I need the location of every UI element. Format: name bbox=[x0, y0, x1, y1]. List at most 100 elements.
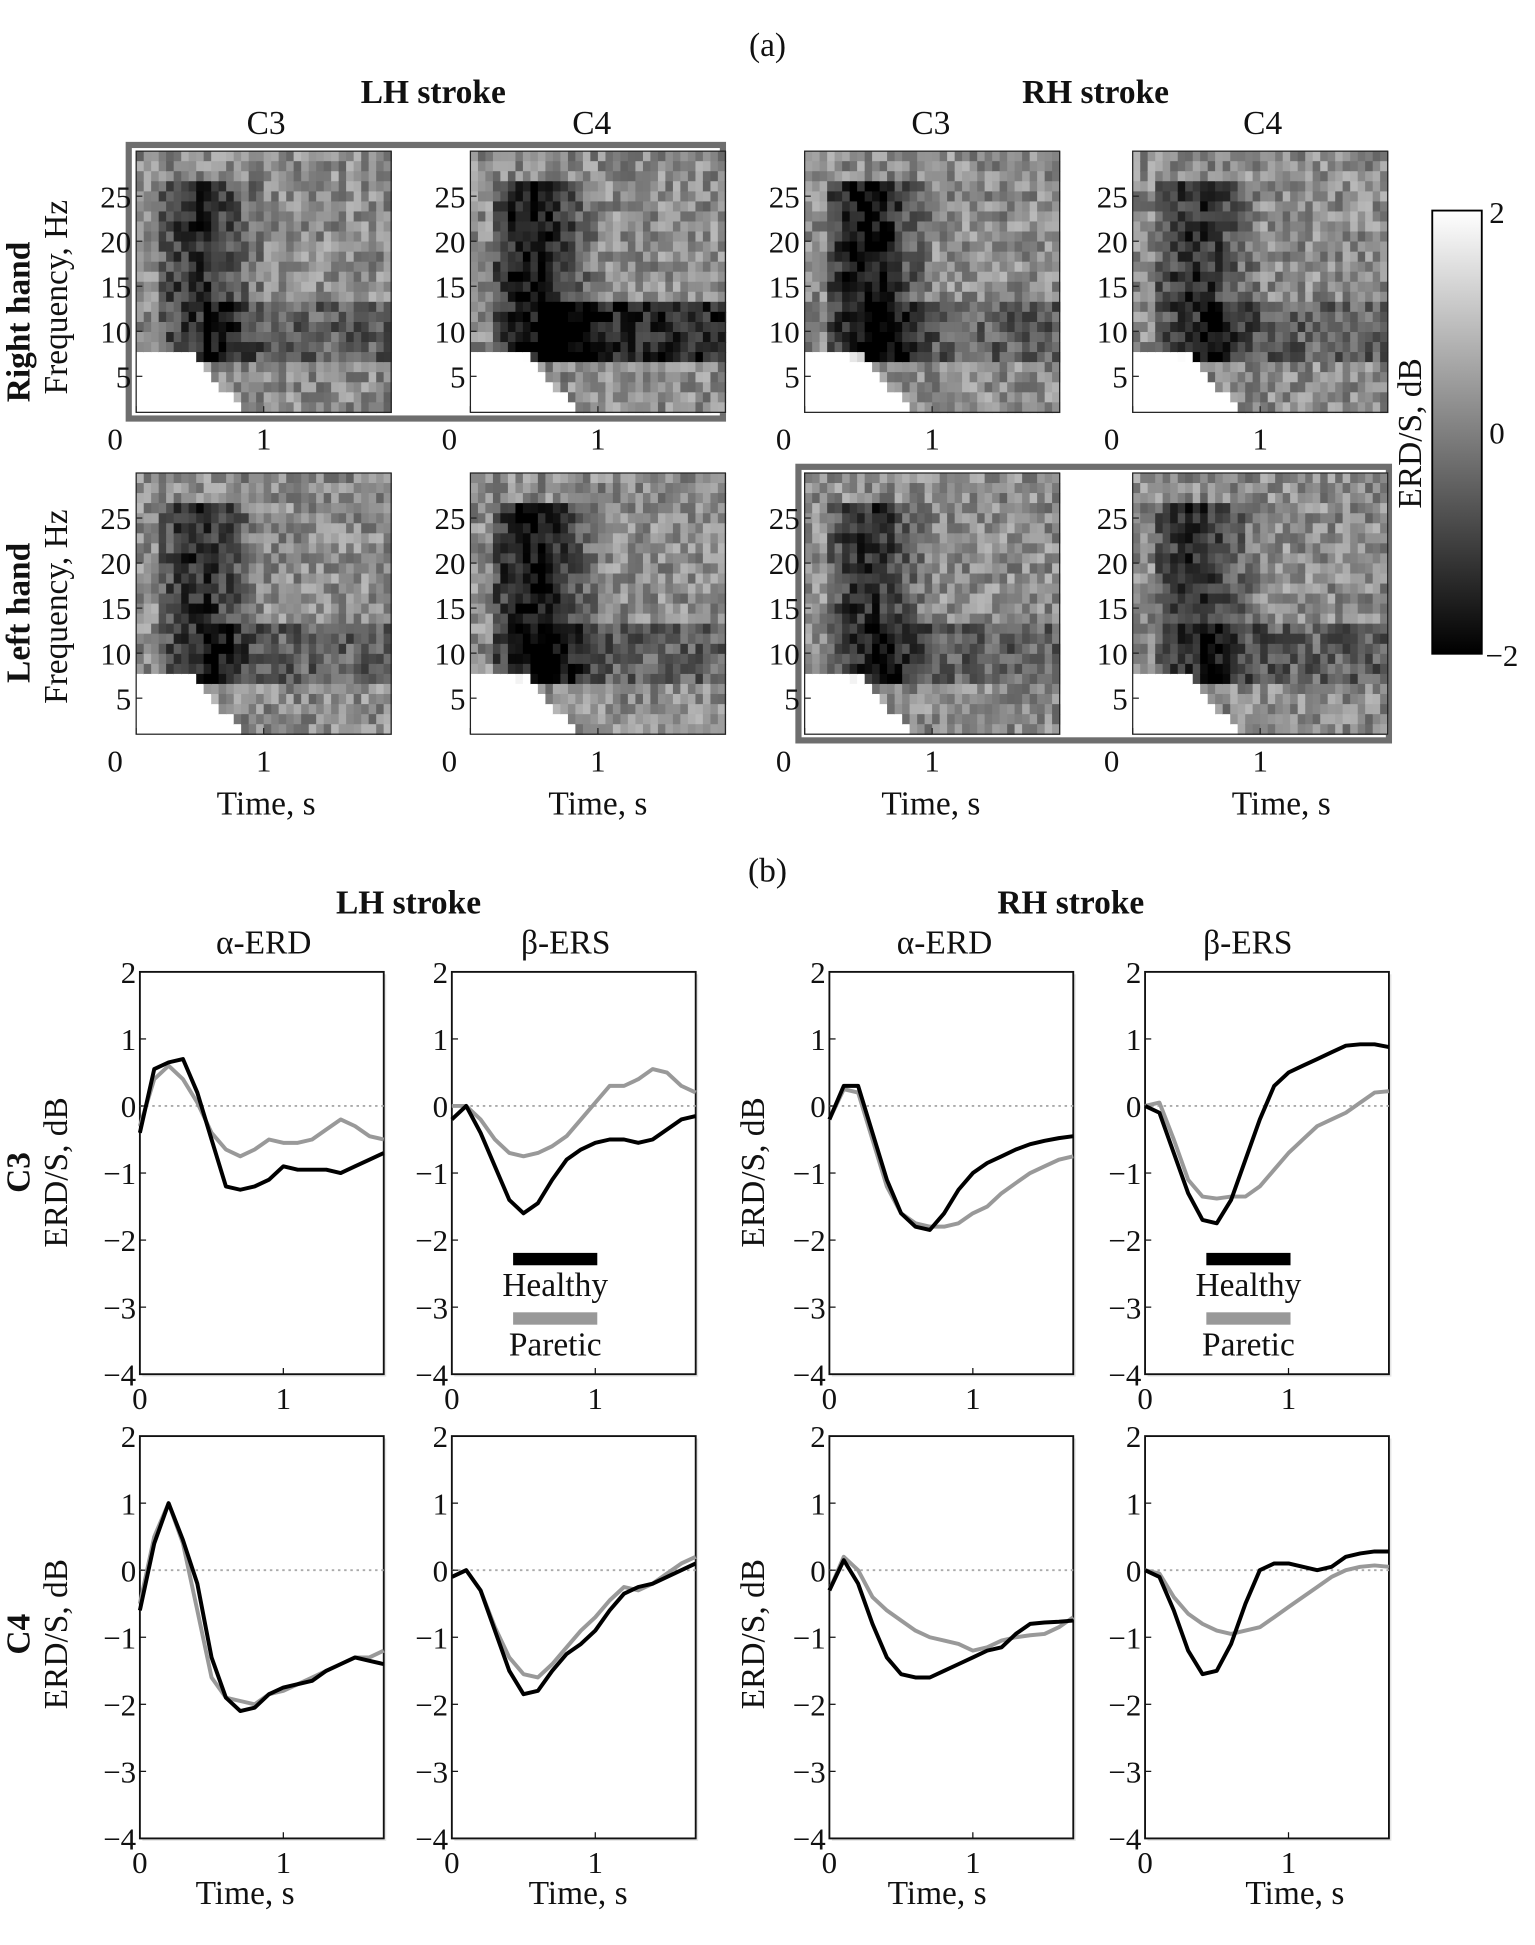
heatmap-cell bbox=[1267, 291, 1277, 303]
heatmap-cell bbox=[218, 392, 227, 404]
heatmap-cell bbox=[687, 231, 697, 243]
heatmap-cell bbox=[1022, 291, 1031, 303]
heatmap-cell bbox=[151, 493, 160, 504]
heatmap-cell bbox=[834, 291, 843, 303]
heatmap-cell bbox=[226, 643, 235, 655]
heatmap-cell bbox=[575, 704, 584, 715]
heatmap-cell bbox=[932, 271, 941, 283]
heatmap-cell bbox=[650, 392, 659, 404]
heatmap-cell bbox=[383, 372, 392, 383]
heatmap-cell bbox=[1140, 151, 1149, 162]
heatmap-cell bbox=[597, 473, 607, 484]
heatmap-cell bbox=[353, 593, 362, 605]
heatmap-cell bbox=[211, 473, 220, 484]
heatmap-cell bbox=[1132, 201, 1141, 213]
heatmap-cell bbox=[293, 301, 302, 313]
heatmap-cell bbox=[887, 261, 896, 273]
heatmap-cell bbox=[560, 231, 569, 243]
heatmap-cell bbox=[1132, 181, 1141, 193]
heatmap-cell bbox=[1052, 181, 1061, 193]
heatmap-cell bbox=[819, 372, 828, 383]
heatmap-cell bbox=[323, 643, 333, 655]
heatmap-cell bbox=[537, 633, 547, 645]
heatmap-cell bbox=[485, 211, 494, 223]
heatmap-cell bbox=[1252, 301, 1261, 313]
heatmap-cell bbox=[1029, 191, 1038, 203]
heatmap-cell bbox=[226, 683, 235, 695]
heatmap-cell bbox=[612, 301, 622, 313]
heatmap-cell bbox=[962, 362, 971, 373]
heatmap-cell bbox=[590, 673, 599, 685]
heatmap-cell bbox=[286, 593, 295, 605]
heatmap-cell bbox=[492, 683, 502, 695]
heatmap-cell bbox=[1140, 372, 1149, 383]
heatmap-cell bbox=[248, 372, 257, 383]
heatmap-cell bbox=[507, 181, 517, 193]
heatmap-cell bbox=[323, 724, 333, 735]
heatmap-cell bbox=[552, 231, 562, 243]
heatmap-cell bbox=[1260, 372, 1269, 383]
heatmap-cell bbox=[331, 161, 340, 172]
heatmap-cell bbox=[635, 211, 644, 223]
heatmap-cell bbox=[1185, 271, 1194, 283]
heatmap-cell bbox=[338, 533, 347, 545]
heatmap-cell bbox=[218, 281, 227, 293]
heatmap-cell bbox=[1275, 221, 1284, 233]
heatmap-cell bbox=[999, 291, 1008, 303]
heatmap-cell bbox=[515, 201, 524, 213]
heatmap-cell bbox=[695, 402, 704, 414]
heatmap-cell bbox=[492, 362, 502, 373]
heatmap-cell bbox=[605, 382, 614, 394]
heatmap-cell bbox=[515, 342, 524, 353]
heatmap-cell bbox=[361, 724, 370, 735]
heatmap-cell bbox=[1357, 211, 1367, 223]
heatmap-cell bbox=[894, 332, 903, 343]
heatmap-cell bbox=[316, 653, 325, 665]
heatmap-cell bbox=[522, 151, 532, 162]
heatmap-cell bbox=[635, 321, 644, 333]
heatmap-cell bbox=[256, 261, 265, 273]
heatmap-cell bbox=[680, 241, 689, 253]
heatmap-cell bbox=[605, 593, 614, 605]
heatmap-cell bbox=[672, 332, 682, 343]
heatmap-cell bbox=[590, 311, 599, 323]
heatmap-cell bbox=[1037, 321, 1046, 333]
heatmap-cell bbox=[500, 643, 509, 655]
heatmap-cell bbox=[353, 281, 362, 293]
heatmap-cell bbox=[286, 311, 295, 323]
heatmap-cell bbox=[560, 332, 569, 343]
heatmap-cell bbox=[211, 372, 220, 383]
heatmap-cell bbox=[383, 342, 392, 353]
heatmap-cell bbox=[657, 311, 667, 323]
heatmap-cell bbox=[1132, 301, 1141, 313]
heatmap-cell bbox=[1260, 291, 1269, 303]
heatmap-cell bbox=[717, 352, 727, 363]
heatmap-cell bbox=[331, 673, 340, 685]
heatmap-cell bbox=[1014, 191, 1023, 203]
heatmap-cell bbox=[278, 311, 287, 323]
heatmap-cell bbox=[241, 311, 250, 323]
heatmap-cell bbox=[560, 372, 569, 383]
heatmap-cell bbox=[812, 281, 821, 293]
heatmap-cell bbox=[849, 342, 858, 353]
heatmap-cell bbox=[1327, 261, 1336, 273]
heatmap-cell bbox=[346, 281, 355, 293]
heatmap-cell bbox=[188, 342, 197, 353]
heatmap-cell bbox=[665, 301, 674, 313]
heatmap-cell bbox=[672, 321, 682, 333]
heatmap-cell bbox=[627, 362, 637, 373]
heatmap-cell bbox=[1044, 281, 1053, 293]
heatmap-cell bbox=[203, 613, 212, 625]
heatmap-cell bbox=[166, 181, 175, 193]
heatmap-cell bbox=[263, 593, 272, 605]
heatmap-cell bbox=[323, 251, 333, 263]
heatmap-cell bbox=[842, 151, 851, 162]
heatmap-cell bbox=[1350, 342, 1359, 353]
heatmap-cell bbox=[293, 473, 302, 484]
heatmap-cell bbox=[492, 231, 502, 243]
heatmap-cell bbox=[947, 281, 956, 293]
heatmap-cell bbox=[612, 191, 622, 203]
heatmap-cell bbox=[530, 623, 539, 635]
heatmap-cell bbox=[1327, 251, 1336, 263]
heatmap-cell bbox=[136, 171, 145, 182]
